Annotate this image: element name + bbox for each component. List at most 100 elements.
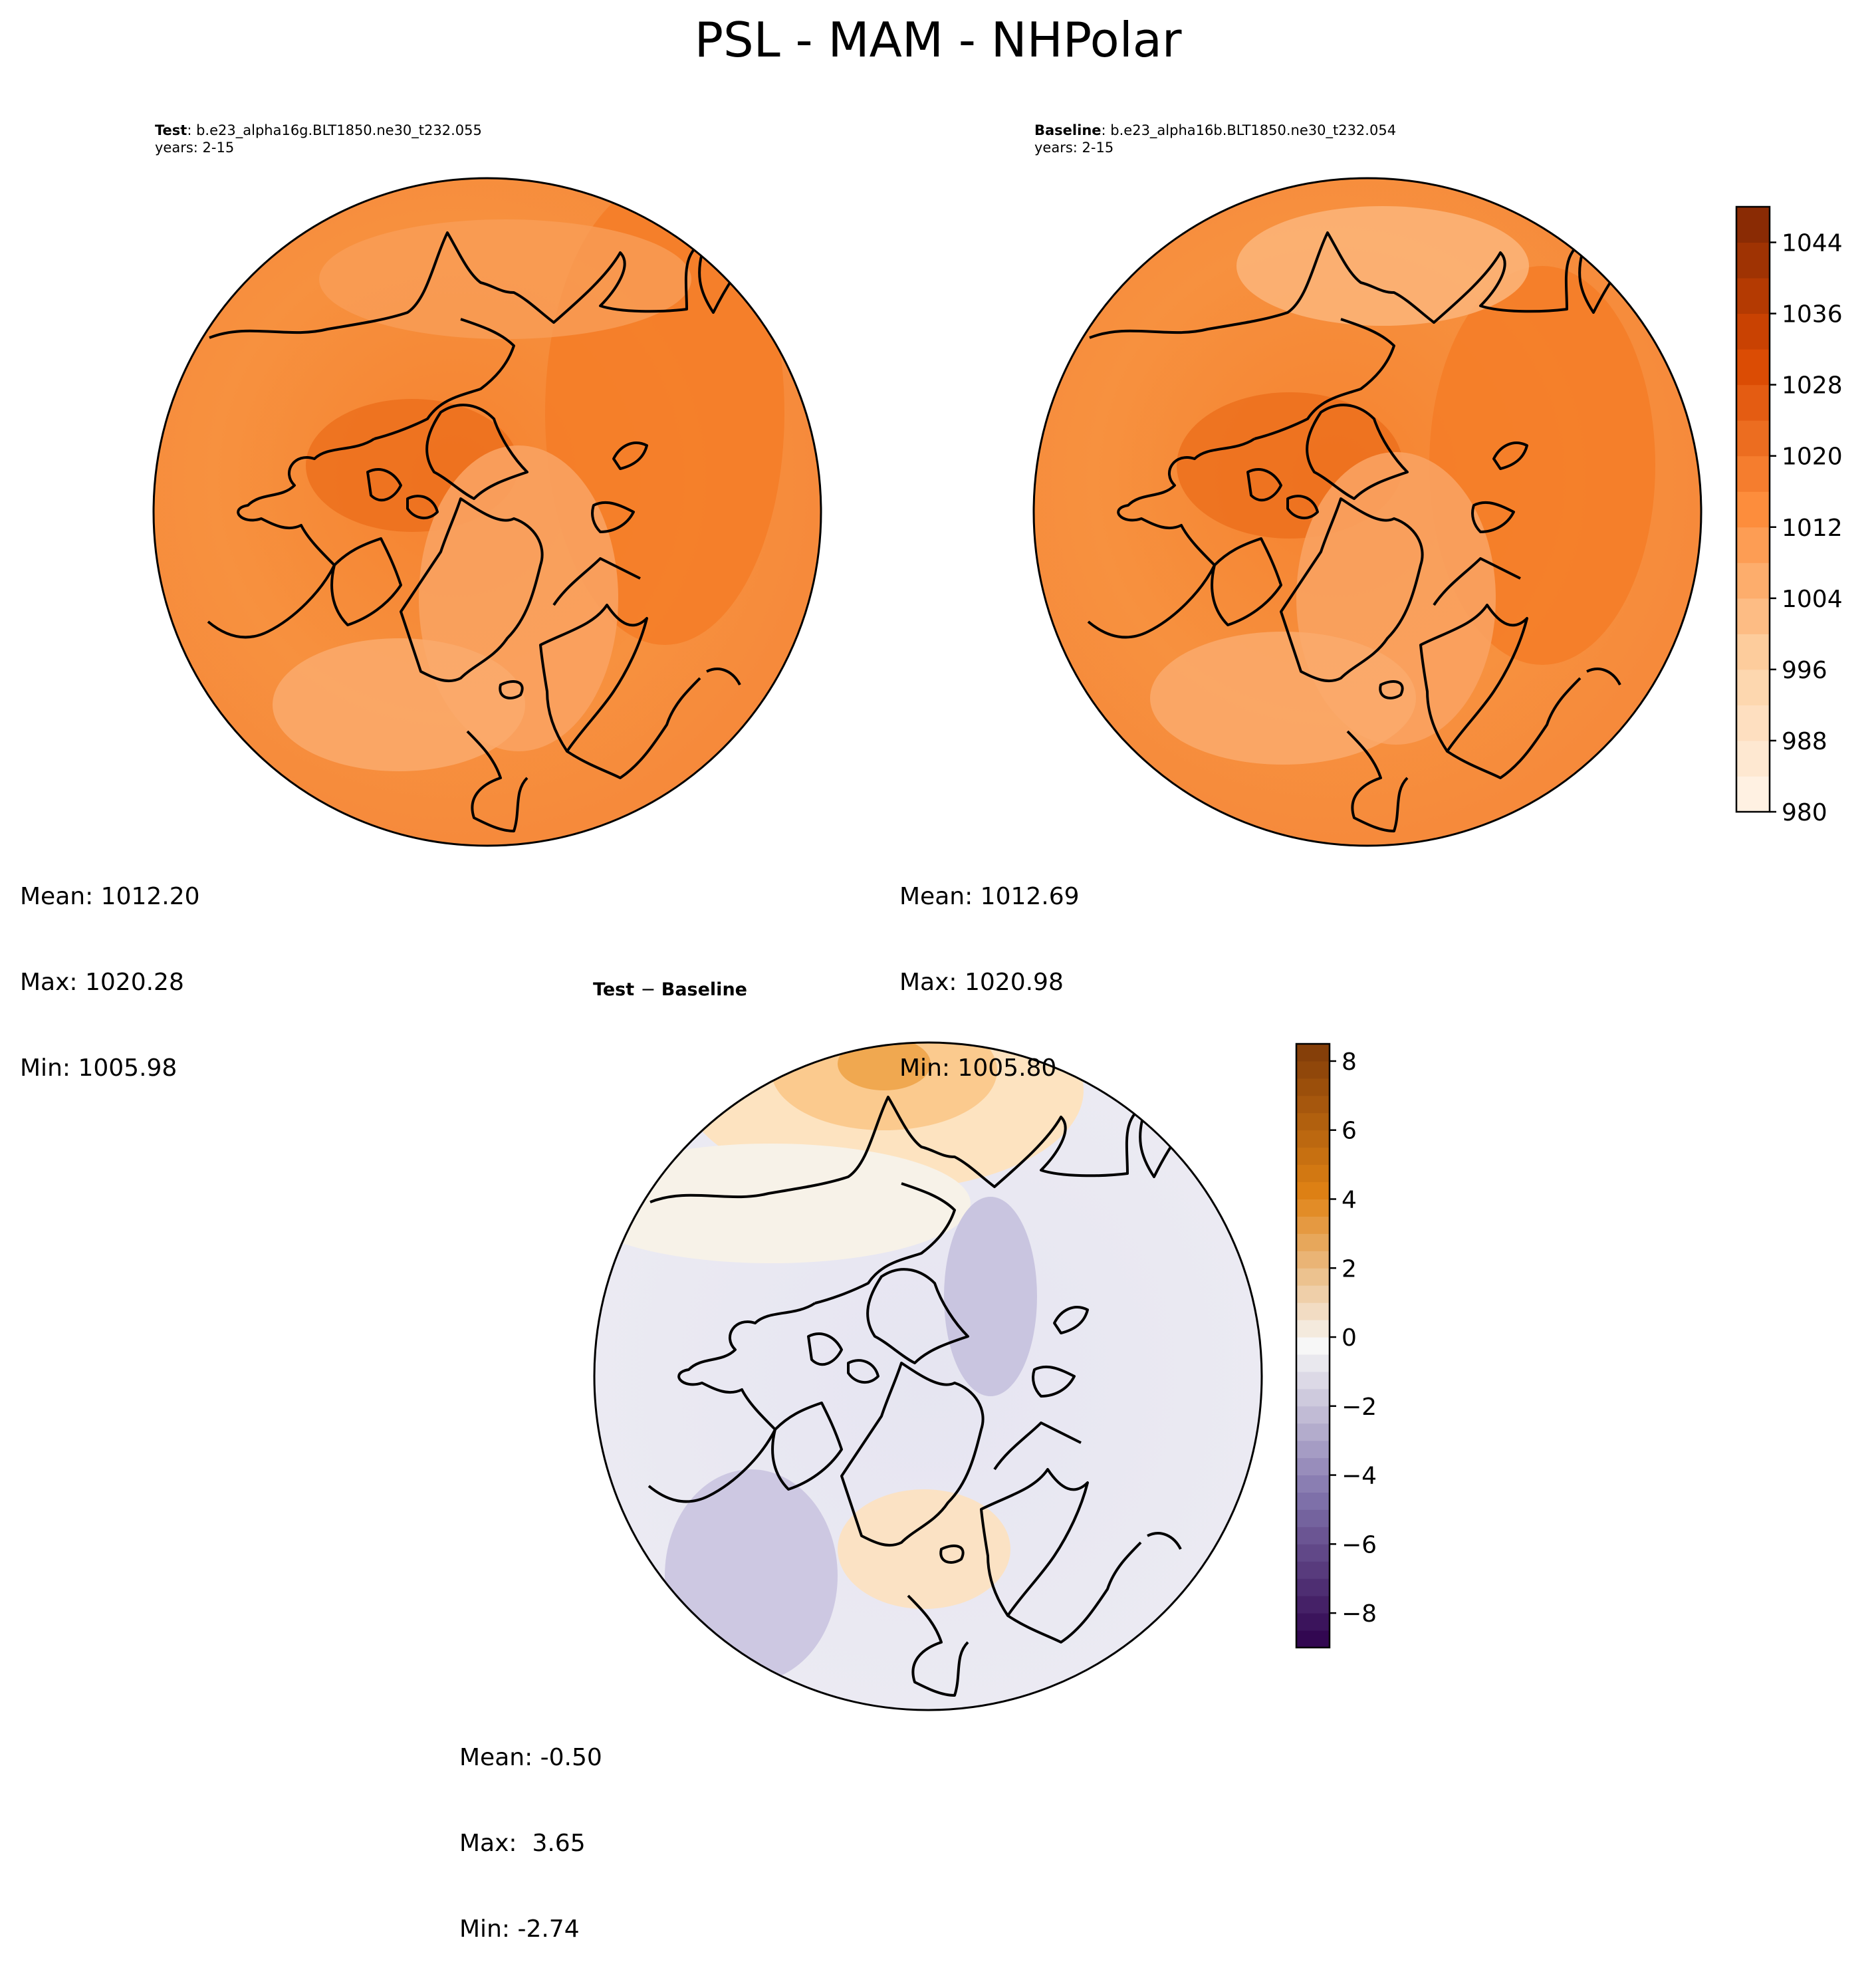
baseline-mean: Mean: 1012.69: [899, 883, 1080, 910]
test-stats: Mean: 1012.20 Max: 1020.28 Min: 1005.98: [20, 825, 200, 1111]
test-contour-low-south: [273, 638, 525, 771]
psl-color-band: [1736, 242, 1770, 279]
difference-color-band: [1296, 1130, 1330, 1148]
difference-colorbar: −8 −6 −4 −2 0 2 4 6 8: [1295, 1043, 1377, 1649]
difference-colorbar-frame: [1295, 1043, 1331, 1649]
difference-colorbar-tick-label: 0: [1342, 1324, 1357, 1352]
difference-color-band: [1296, 1060, 1330, 1079]
psl-color-band: [1736, 278, 1770, 314]
baseline-years: years: 2-15: [1034, 140, 1114, 156]
baseline-min: Min: 1005.80: [899, 1054, 1057, 1082]
psl-colorbar-tick-label: 988: [1782, 728, 1827, 755]
psl-color-band: [1736, 740, 1770, 777]
test-min: Min: 1005.98: [20, 1054, 177, 1082]
difference-label-baseline: Baseline: [661, 979, 747, 1000]
test-years: years: 2-15: [155, 140, 235, 156]
baseline-map-boundary: [1032, 177, 1702, 847]
difference-colorbar-tick-label: −4: [1342, 1463, 1377, 1490]
psl-color-band: [1736, 207, 1770, 243]
difference-colorbar-tick-label: −6: [1342, 1531, 1377, 1558]
difference-contour-near-zero: [594, 1144, 971, 1263]
difference-color-band: [1296, 1095, 1330, 1114]
difference-colorbar-tick-label: 4: [1342, 1186, 1357, 1213]
difference-color-band: [1296, 1492, 1330, 1510]
baseline-map: [1032, 177, 1702, 847]
psl-colorbar: 980 988 996 1004 1012 1020 1028 1036 1044: [1735, 205, 1843, 826]
difference-color-band: [1296, 1423, 1330, 1441]
difference-color-band: [1296, 1440, 1330, 1459]
psl-color-band: [1736, 776, 1770, 812]
difference-color-band: [1296, 1509, 1330, 1527]
psl-colorbar-tick-label: 1004: [1782, 586, 1843, 613]
difference-color-band: [1296, 1251, 1330, 1269]
psl-color-band: [1736, 705, 1770, 741]
psl-color-band: [1736, 669, 1770, 705]
difference-colorbar-tick-label: 8: [1342, 1048, 1357, 1076]
difference-panel-title: Test − Baseline: [593, 979, 747, 1000]
difference-color-band: [1296, 1044, 1330, 1062]
psl-color-band: [1736, 384, 1770, 421]
test-panel-title: Test: b.e23_alpha16g.BLT1850.ne30_t232.0…: [155, 122, 482, 156]
difference-color-band: [1296, 1613, 1330, 1631]
difference-color-band: [1296, 1302, 1330, 1320]
difference-contour-pos-3: [838, 1043, 931, 1090]
test-mean: Mean: 1012.20: [20, 883, 200, 910]
difference-color-band: [1296, 1181, 1330, 1199]
baseline-contour-low-pacific: [1236, 206, 1529, 326]
difference-color-band: [1296, 1561, 1330, 1579]
difference-color-band: [1296, 1371, 1330, 1390]
difference-map: [593, 1041, 1263, 1711]
difference-contour-pos-atlantic: [838, 1489, 1010, 1609]
baseline-contour-low-south: [1150, 632, 1416, 765]
difference-color-band: [1296, 1112, 1330, 1131]
difference-map-boundary: [593, 1041, 1263, 1711]
difference-color-band: [1296, 1457, 1330, 1476]
baseline-stats: Mean: 1012.69 Max: 1020.98 Min: 1005.80: [899, 825, 1080, 1111]
psl-color-band: [1736, 634, 1770, 670]
psl-color-band: [1736, 598, 1770, 634]
difference-color-band: [1296, 1388, 1330, 1407]
baseline-label: Baseline: [1034, 122, 1102, 138]
psl-colorbar-tick-label: 996: [1782, 657, 1827, 684]
psl-color-band: [1736, 420, 1770, 457]
psl-color-band: [1736, 349, 1770, 386]
difference-color-band: [1296, 1544, 1330, 1562]
difference-mean: Mean: -0.50: [459, 1744, 602, 1771]
difference-max: Max: 3.65: [459, 1830, 586, 1857]
figure-title: PSL - MAM - NHPolar: [694, 12, 1182, 68]
difference-color-band: [1296, 1596, 1330, 1614]
difference-color-band: [1296, 1285, 1330, 1303]
difference-color-band: [1296, 1406, 1330, 1424]
difference-color-band: [1296, 1147, 1330, 1166]
psl-colorbar-tick-label: 1028: [1782, 372, 1843, 400]
psl-colorbar-tick-label: 1012: [1782, 515, 1843, 542]
difference-colorbar-tick-label: 6: [1342, 1118, 1357, 1145]
baseline-case-name: b.e23_alpha16b.BLT1850.ne30_t232.054: [1110, 122, 1397, 138]
test-map: [152, 177, 822, 847]
psl-colorbar-tick-label: 1044: [1782, 230, 1843, 257]
difference-label-test: Test: [593, 979, 635, 1000]
difference-color-band: [1296, 1354, 1330, 1372]
psl-colorbar-tick-label: 980: [1782, 799, 1827, 826]
figure-canvas: 980 988 996 1004 1012 1020 1028 1036 1044 −8 −6 −4…: [152, 177, 1843, 1711]
difference-color-band: [1296, 1578, 1330, 1596]
difference-color-band: [1296, 1337, 1330, 1355]
baseline-max: Max: 1020.98: [899, 969, 1064, 996]
test-label: Test: [155, 122, 187, 138]
psl-colorbar-tick-label: 1020: [1782, 443, 1843, 471]
difference-color-band: [1296, 1216, 1330, 1234]
difference-colorbar-tick-label: 2: [1342, 1255, 1357, 1283]
test-max: Max: 1020.28: [20, 969, 184, 996]
difference-color-band: [1296, 1078, 1330, 1096]
psl-colorbar-tick-label: 1036: [1782, 301, 1843, 328]
difference-color-band: [1296, 1320, 1330, 1338]
psl-color-band: [1736, 491, 1770, 528]
difference-color-band: [1296, 1475, 1330, 1493]
difference-contour-neg-east: [944, 1197, 1037, 1396]
difference-color-band: [1296, 1268, 1330, 1286]
psl-colorbar-frame: [1735, 205, 1771, 813]
difference-color-band: [1296, 1527, 1330, 1544]
psl-color-band: [1736, 527, 1770, 563]
difference-stats: Mean: -0.50 Max: 3.65 Min: -2.74: [459, 1686, 602, 1972]
difference-color-band: [1296, 1630, 1330, 1648]
